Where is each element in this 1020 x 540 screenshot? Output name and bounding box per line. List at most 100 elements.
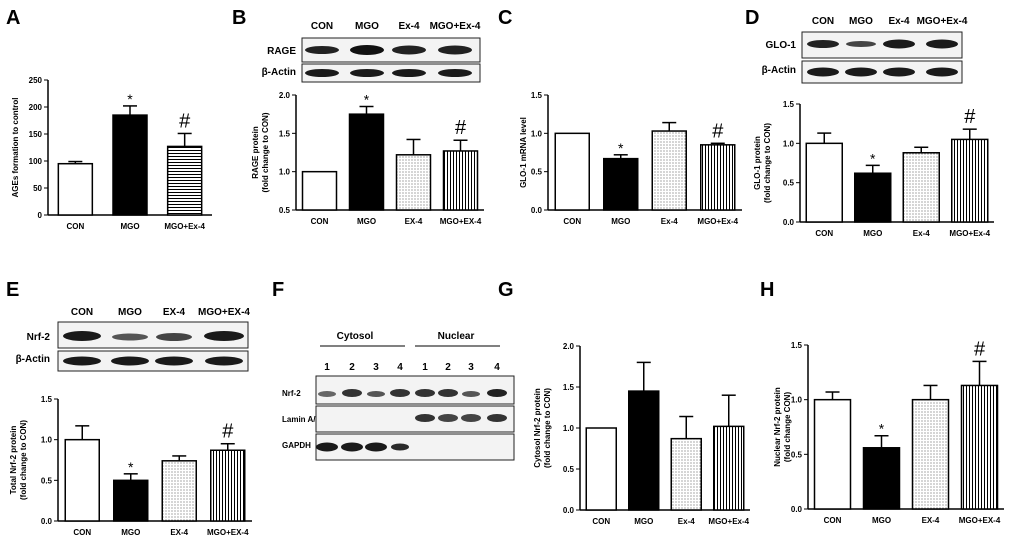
y-tick-label: 0.5 [783,179,795,188]
blot-e-row-2: β-Actin [16,354,50,365]
bar [113,479,149,522]
significance-hash: # [964,106,976,128]
y-tick-label: 0.5 [563,465,575,474]
significance-hash: # [712,120,724,142]
y-tick-label: 1.5 [279,129,291,138]
band [392,45,426,55]
band [487,389,507,397]
band [462,391,480,397]
significance-hash: # [455,117,467,139]
x-tick-label: MGO [872,516,891,525]
band [111,356,149,366]
y-tick-label: 0.5 [791,450,803,459]
x-tick-label: MGO [863,229,882,238]
band [438,414,458,422]
bar [57,162,94,216]
y-tick-label: 250 [29,76,43,85]
x-tick-label: MGO [121,528,140,537]
bar [442,150,479,211]
y-tick-label: 0.5 [279,206,291,215]
y-tick-label: 1.0 [563,424,575,433]
y-tick-label: 2.0 [563,342,575,351]
bar [64,438,100,522]
x-tick-label: MGO+Ex-4 [708,517,749,526]
band [415,389,435,397]
band [415,414,435,422]
bar [854,172,892,223]
blot-e-membrane-2 [57,350,249,372]
x-tick-label: EX-4 [922,516,940,525]
blot-d-lane-2: MGO [849,16,873,27]
bar [960,384,999,510]
bar [166,145,203,216]
band [205,356,243,366]
y-tick-label: 0.5 [531,168,543,177]
x-tick-label: EX-4 [170,528,188,537]
y-tick-label: 150 [29,130,43,139]
band [341,442,363,452]
blot-e-lane-4: MGO+EX-4 [198,307,250,318]
significance-star: * [870,150,876,166]
y-tick-label: 0.0 [531,206,543,215]
band [316,442,338,452]
band [392,69,426,77]
y-axis-label: (fold change to CON) [261,112,270,192]
y-tick-label: 1.0 [791,396,803,405]
blot-f-row-3: GAPDH [282,441,311,450]
panel-letter-e: E [6,279,19,301]
bar [585,427,617,511]
x-tick-label: CON [563,217,581,226]
significance-star: * [364,92,370,108]
blot-d: CON MGO Ex-4 MGO+Ex-4 GLO-1 β-Actin [762,16,968,84]
y-tick-label: 1.5 [791,341,803,350]
y-tick-label: 1.5 [531,91,543,100]
blot-f-lane-6: 2 [445,362,451,373]
x-tick-label: CON [815,229,833,238]
bar [210,449,246,522]
blot-e-lane-3: EX-4 [163,307,186,318]
band [845,67,877,77]
blot-b-lane-2: MGO [355,21,379,32]
band [367,391,385,397]
blot-d-row-2: β-Actin [762,65,796,76]
blot-e-row-1: Nrf-2 [27,332,51,343]
bar [902,152,940,223]
y-tick-label: 0.0 [791,505,803,514]
significance-hash: # [222,421,234,443]
blot-f-lane-7: 3 [468,362,474,373]
bar [161,460,197,522]
bar [301,170,338,211]
y-axis-label: (fold change CON) [783,392,792,463]
x-tick-label: Ex-4 [913,229,930,238]
band [155,356,193,366]
y-tick-label: 2.0 [279,91,291,100]
significance-star: * [127,91,133,107]
y-tick-label: 100 [29,157,43,166]
x-tick-label: Ex-4 [678,517,695,526]
blot-f-lane-5: 1 [422,362,428,373]
x-tick-label: MGO [611,217,630,226]
x-tick-label: Ex-4 [661,217,678,226]
y-tick-label: 0.0 [783,218,795,227]
bar [713,425,745,511]
y-axis-label: Total Nrf-2 protein [9,426,18,495]
x-tick-label: MGO+EX-4 [207,528,249,537]
chart-b: 0.5 1.0 1.5 2.0 RAGE protein (fold change to … [251,91,484,226]
chart-g: 0.0 0.5 1.0 1.5 2.0 Cytosol Nrf-2 protein (fol… [533,342,750,526]
y-axis-label: AGEs formation to control [11,98,20,198]
y-axis-label: GLO-1 mRNA level [519,117,528,188]
significance-star: * [618,140,624,156]
bar [554,132,590,211]
blot-f-lane-2: 2 [349,362,355,373]
blot-f-lane-4: 4 [397,362,403,373]
blot-e-lane-2: MGO [118,307,142,318]
x-tick-label: CON [311,217,329,226]
band [63,356,101,366]
band [365,442,387,452]
chart-e: 0.0 0.5 1.0 1.5 Total Nrf-2 protein (fold cha… [9,395,252,537]
y-axis-label: GLO-1 protein [753,136,762,190]
band [926,67,958,77]
y-axis-label: (fold change to CON) [763,123,772,203]
bar [862,447,901,510]
band [350,69,384,77]
